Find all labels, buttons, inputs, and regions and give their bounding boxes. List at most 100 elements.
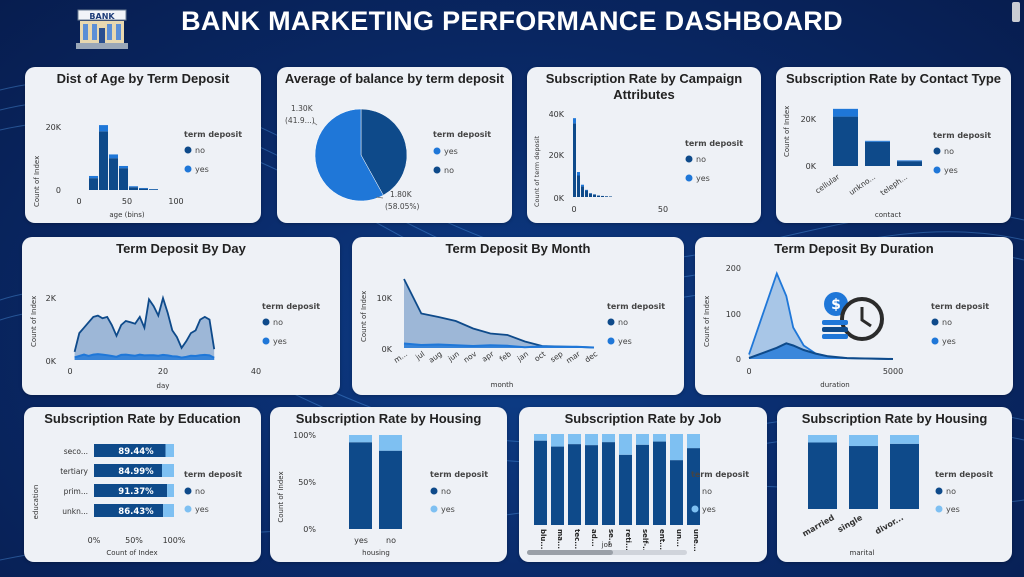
housing-bar-yes-0 <box>349 435 372 443</box>
marital-xtick-single: single <box>836 513 864 535</box>
marital-legend[interactable]: term deposit no yes <box>935 470 993 514</box>
marital-bar-yes-2 <box>890 435 919 444</box>
edu-bar-no-2 <box>94 484 168 497</box>
bar-no-0 <box>573 123 576 197</box>
housing-bar-yes-1 <box>379 435 402 451</box>
month-ylabel: Count of Index <box>360 291 368 342</box>
edu-data-label-1: 84.99% <box>118 467 154 477</box>
area-no <box>749 273 893 359</box>
job-bar-no-5 <box>619 454 632 525</box>
education-legend[interactable]: term deposit no yes <box>184 470 242 514</box>
month-xtick-10: mar <box>564 349 582 365</box>
job-xlabel: job <box>601 541 613 549</box>
bar-yes-2 <box>581 184 584 187</box>
card-job: Subscription Rate by Job blu... ma... tec.… <box>519 407 767 562</box>
bar-no-6 <box>149 189 158 190</box>
contact-xtick-unknown: unkno... <box>847 172 877 197</box>
legend-yes-dot <box>607 337 615 345</box>
month-xtick-5: apr <box>480 349 496 364</box>
edu-bar-no-3 <box>94 504 164 517</box>
housing-xtick-yes: yes <box>354 536 368 545</box>
contact-chart: Count of Index 20K 0K cellular unkno... … <box>783 106 991 219</box>
age-legend[interactable]: term deposit no yes <box>184 130 242 174</box>
edu-data-label-3: 86.43% <box>118 507 154 517</box>
month-xtick-9: sep <box>549 349 565 364</box>
legend-no-dot <box>262 318 270 326</box>
edu-ytick-0: seco... <box>64 447 88 456</box>
job-scroll-thumb[interactable] <box>527 550 613 555</box>
job-chart: blu... ma... tec... ad... se... reti... self-.… <box>527 434 749 555</box>
job-legend[interactable]: term deposit no yes <box>691 470 749 514</box>
month-xtick-4: nov <box>462 349 479 365</box>
bar-no-3 <box>585 190 588 197</box>
card-marital: Subscription Rate by Housing married sin… <box>777 407 1012 562</box>
edu-bar-yes-1 <box>161 464 174 477</box>
bar-no-1 <box>577 175 580 197</box>
campaign-xtick-0: 0 <box>571 205 576 214</box>
card-education: Subscription Rate by Education education… <box>24 407 261 562</box>
marital-xtick-married: married <box>801 513 836 539</box>
legend-yes-dot <box>935 505 943 513</box>
legend-title: term deposit <box>433 130 491 139</box>
card-contact: Subscription Rate by Contact Type Count … <box>776 67 1011 223</box>
edu-ytick-1: tertiary <box>60 467 88 476</box>
legend-no-dot <box>685 155 693 163</box>
bar-yes-2 <box>109 154 118 159</box>
legend-title: term deposit <box>931 302 989 311</box>
legend-no: no <box>944 147 954 156</box>
marital-bar-no-0 <box>808 442 837 509</box>
housing-legend[interactable]: term deposit no yes <box>430 470 488 514</box>
month-xtick-7: jan <box>515 349 531 364</box>
edu-ytick-2: prim... <box>64 487 88 496</box>
legend-no: no <box>696 155 706 164</box>
bar-no-1 <box>99 131 108 190</box>
pie-leader-yes <box>375 196 384 199</box>
money-clock-icon: $ <box>822 292 884 341</box>
bar-yes-2 <box>897 160 922 162</box>
campaign-chart-title: Subscription Rate by Campaign Attributes <box>545 71 743 102</box>
legend-no: no <box>444 166 454 175</box>
contact-legend[interactable]: term deposit no yes <box>933 131 991 175</box>
bar-no-2 <box>581 186 584 197</box>
month-xtick-2: aug <box>427 349 444 365</box>
bar-no-8 <box>605 196 608 197</box>
day-legend[interactable]: term deposit no yes <box>262 302 320 346</box>
marital-xtick-divorced: divor... <box>874 513 905 536</box>
campaign-legend[interactable]: term deposit no yes <box>685 139 743 183</box>
job-bar-yes-2 <box>568 434 581 445</box>
bar-no-4 <box>589 193 592 197</box>
job-bar-no-8 <box>670 460 683 525</box>
marital-bar-no-2 <box>890 443 919 509</box>
job-xtick-4: se... <box>607 529 615 546</box>
age-ylabel: Count of Index <box>33 156 41 207</box>
balance-legend[interactable]: term deposit yes no <box>433 130 491 175</box>
legend-no-dot <box>184 487 192 495</box>
education-xtick-50: 50% <box>125 536 143 545</box>
contact-ytick-0k: 0K <box>806 162 817 171</box>
legend-yes: yes <box>195 505 209 514</box>
marital-chart: married single divor... marital term dep… <box>801 435 993 557</box>
age-xtick-0: 0 <box>76 197 81 206</box>
card-age: Dist of Age by Term Deposit Count of Ind… <box>25 67 261 223</box>
education-chart: education 89.44% seco... 84.99% tertiary 91.… <box>32 444 242 557</box>
month-legend[interactable]: term deposit no yes <box>607 302 665 346</box>
job-xtick-3: ad... <box>590 529 598 547</box>
bank-logo-icon: BANK <box>76 9 128 49</box>
card-campaign: Subscription Rate by Campaign Attributes… <box>527 67 761 223</box>
duration-legend[interactable]: term deposit no yes <box>931 302 989 346</box>
bar-no-0 <box>89 178 98 190</box>
campaign-chart: Count of term deposit 40K 20K 0K 0 50 te… <box>533 110 743 214</box>
legend-no: no <box>273 318 283 327</box>
legend-title: term deposit <box>184 130 242 139</box>
edu-data-label-2: 91.37% <box>118 487 154 497</box>
legend-no: no <box>942 318 952 327</box>
line-yes <box>403 342 595 349</box>
day-xtick-20: 20 <box>158 367 168 376</box>
balance-chart-title: Average of balance by term deposit <box>284 71 505 86</box>
edu-bar-no-0 <box>94 444 166 457</box>
legend-yes-dot <box>262 337 270 345</box>
legend-title: term deposit <box>685 139 743 148</box>
page-scrollbar[interactable] <box>1012 2 1020 22</box>
job-bar-yes-5 <box>619 434 632 455</box>
bar-yes-4 <box>129 186 138 188</box>
